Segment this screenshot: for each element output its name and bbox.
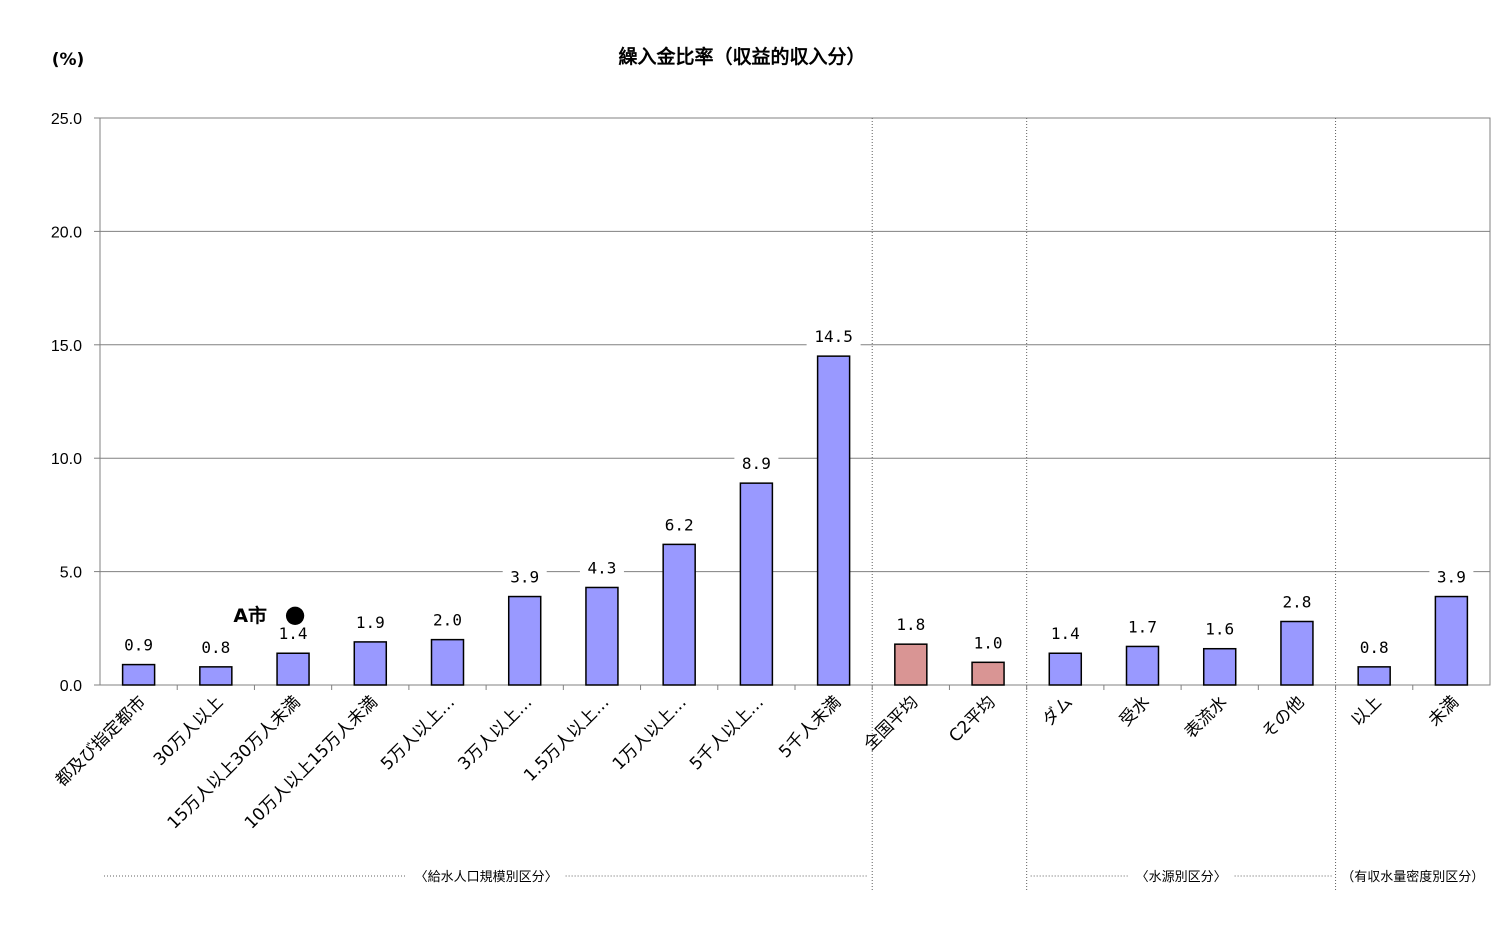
- data-label-bg: [1043, 624, 1088, 645]
- x-tick-label: 都及び指定都市: [52, 692, 150, 790]
- data-label: 1.9: [356, 613, 385, 632]
- data-label-bg: [1197, 619, 1242, 640]
- bar: [739, 482, 774, 686]
- x-tick-label: 表流水: [1181, 692, 1231, 742]
- y-tick-label: 25.0: [51, 111, 82, 128]
- bar: [276, 652, 310, 686]
- data-label: 0.9: [124, 636, 153, 655]
- data-label: 1.0: [974, 633, 1003, 652]
- data-label: 1.7: [1128, 617, 1157, 636]
- x-axis-labels: 都及び指定都市 30万人以上15万人以上30万人未満10万人以上15万人未満5万人…: [52, 692, 1463, 833]
- group-separators: [176, 118, 1414, 890]
- bar: [1125, 645, 1160, 686]
- city-marker: A市 ●: [233, 600, 305, 628]
- group-label: 〈水源別区分〉: [1136, 870, 1227, 885]
- bar: [816, 355, 851, 686]
- data-label-bg: [579, 558, 624, 579]
- bar: [1280, 620, 1314, 686]
- bar: [121, 663, 156, 686]
- data-label: 2.8: [1282, 592, 1311, 611]
- data-label-bg: [425, 610, 470, 631]
- data-label: 0.8: [1360, 638, 1389, 657]
- data-label-bg: [966, 633, 1011, 654]
- x-tick-label: 未満: [1425, 692, 1463, 730]
- y-tick-label: 20.0: [51, 224, 82, 241]
- data-label: 3.9: [1437, 568, 1466, 587]
- data-label: 4.3: [587, 558, 616, 577]
- data-label-bg: [806, 327, 861, 348]
- group-labels: 〈給水人口規模別区分〉 〈水源別区分〉 （有収水量密度別区分）: [104, 869, 1484, 885]
- x-tick-label: 以上: [1348, 692, 1386, 730]
- bar: [585, 586, 619, 686]
- data-label-bg: [1120, 617, 1165, 638]
- x-tick-label: 5千人未満: [775, 692, 845, 762]
- data-label: 6.2: [665, 515, 694, 534]
- x-tick-label: 5千人以上…: [686, 692, 768, 774]
- x-tick-label: 全国平均: [860, 692, 922, 754]
- data-label-bg: [502, 567, 547, 588]
- grid-lines: [94, 117, 1490, 686]
- data-label: 3.9: [510, 568, 539, 587]
- x-tick-label: 3万人以上…: [454, 692, 536, 774]
- bar: [430, 638, 465, 686]
- group-label: 〈給水人口規模別区分〉: [415, 870, 558, 885]
- x-tick-label: C2平均: [945, 692, 999, 746]
- marker-label: A市: [233, 604, 267, 627]
- bar: [662, 543, 696, 686]
- data-label-bg: [348, 612, 393, 633]
- data-labels: 0.9 0.8 1.4 1.9 2.0 3.9 4.3 6.2 8.9 14.5 1.8 1.0 1.4…: [116, 327, 1474, 658]
- bar: [507, 595, 542, 686]
- data-label: 0.8: [201, 638, 230, 657]
- data-label: 2.0: [433, 611, 462, 630]
- group-label: （有収水量密度別区分）: [1341, 869, 1484, 885]
- marker-dot-icon: ●: [285, 600, 306, 628]
- y-tick-label: 10.0: [51, 451, 82, 468]
- x-tick-label: 受水: [1116, 692, 1154, 730]
- x-tick-label: 30万人以上: [150, 692, 228, 770]
- bar: [353, 641, 388, 686]
- data-label-bg: [1429, 567, 1474, 588]
- x-tick-label: 1万人以上…: [609, 692, 691, 774]
- data-label: 14.5: [814, 327, 853, 346]
- bar: [1048, 652, 1083, 686]
- y-axis-ticks: 0.0 5.0 10.0 15.0 20.0 25.0: [51, 111, 82, 695]
- unit-label: (%): [52, 50, 85, 70]
- data-label-bg: [1352, 637, 1397, 658]
- data-label-bg: [888, 615, 933, 636]
- x-tick-label: その他: [1258, 692, 1308, 742]
- bars: [121, 355, 1469, 686]
- y-tick-label: 5.0: [60, 565, 82, 582]
- data-label: 8.9: [742, 454, 771, 473]
- y-tick-label: 0.0: [60, 678, 82, 695]
- bar: [971, 661, 1005, 686]
- data-label-bg: [1274, 592, 1319, 613]
- data-label: 1.4: [1051, 624, 1080, 643]
- data-label-bg: [193, 637, 238, 658]
- data-label-bg: [657, 515, 702, 536]
- x-tick-label: 5万人以上…: [377, 692, 459, 774]
- bar: [1434, 595, 1469, 686]
- data-label: 1.6: [1205, 620, 1234, 639]
- bar: [1357, 666, 1391, 686]
- bar: [894, 643, 928, 686]
- x-tick-label: 15万人以上30万人未満: [164, 692, 305, 833]
- data-label-bg: [116, 635, 161, 656]
- bar: [1202, 647, 1237, 686]
- data-label: 1.4: [279, 624, 308, 643]
- data-label-bg: [271, 624, 316, 645]
- chart-title: 繰入金比率（収益的収入分）: [618, 45, 865, 68]
- data-label-bg: [734, 454, 779, 475]
- data-label: 1.8: [896, 615, 925, 634]
- y-tick-label: 15.0: [51, 338, 82, 355]
- x-tick-label: ダム: [1039, 692, 1077, 730]
- bar: [199, 666, 233, 686]
- x-tick-label: 10万人以上15万人未満: [241, 692, 382, 833]
